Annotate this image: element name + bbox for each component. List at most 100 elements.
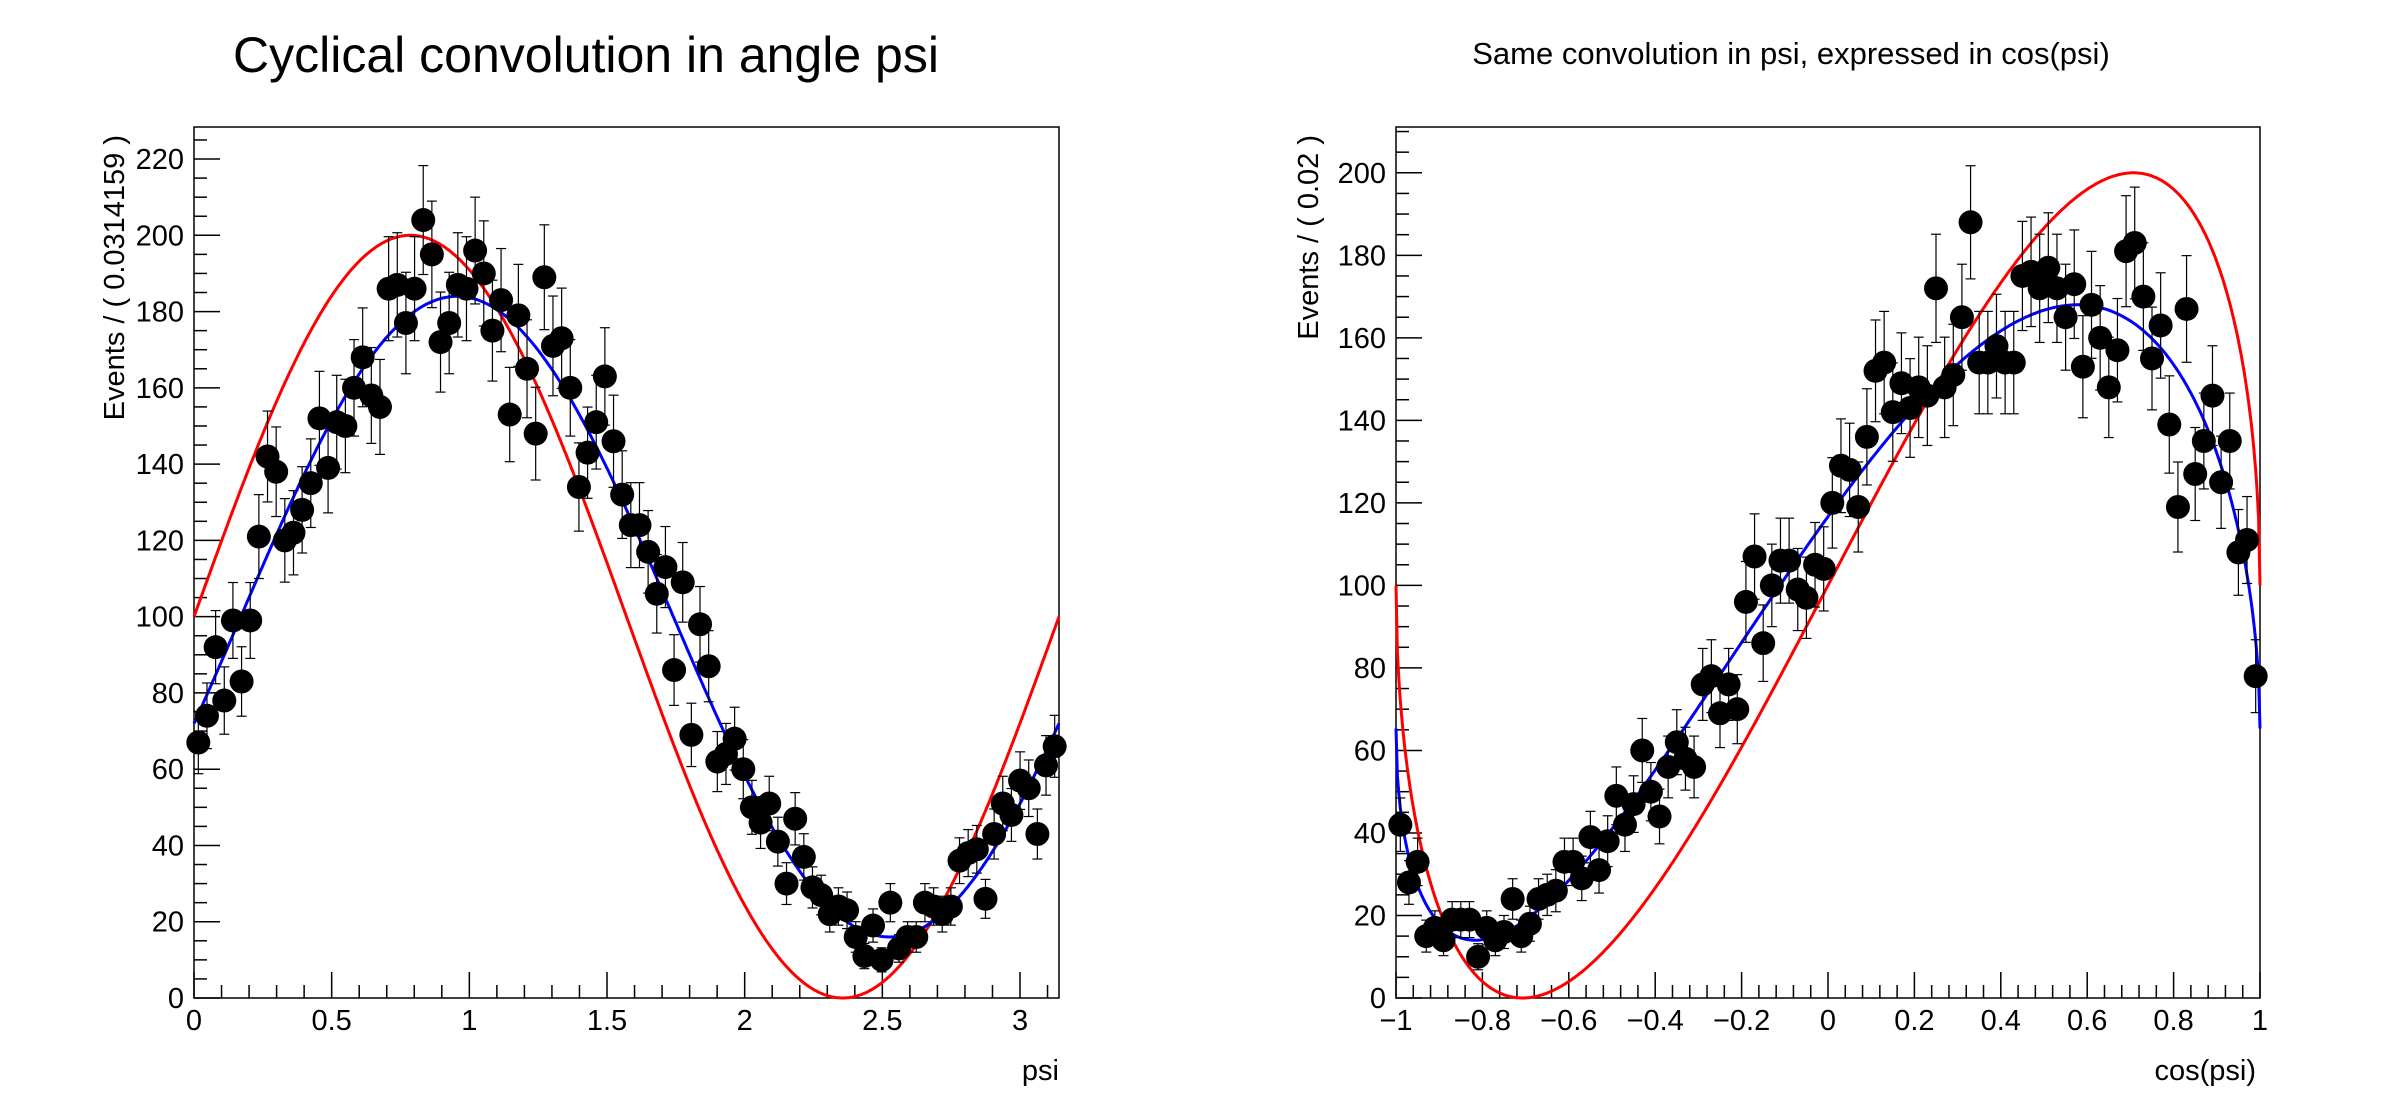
data-marker bbox=[1742, 544, 1767, 569]
data-marker bbox=[220, 608, 245, 633]
data-marker bbox=[2157, 412, 2182, 437]
data-marker bbox=[679, 722, 704, 747]
right-chart-panel: Same convolution in psi, expressed in co… bbox=[1293, 36, 2268, 1087]
left-y-tick-label: 20 bbox=[152, 907, 184, 939]
left-data-point bbox=[506, 263, 531, 368]
data-marker bbox=[861, 913, 886, 938]
right-data-point bbox=[2148, 272, 2173, 379]
data-marker bbox=[1854, 424, 1879, 449]
data-marker bbox=[480, 318, 505, 343]
data-marker bbox=[1949, 305, 1974, 330]
data-marker bbox=[1898, 395, 1923, 420]
left-y-tick-label: 160 bbox=[136, 373, 184, 405]
data-marker bbox=[2217, 428, 2242, 453]
right-x-tick-label: 1 bbox=[2252, 1005, 2268, 1037]
data-marker bbox=[428, 330, 453, 355]
left-chart-panel: Cyclical convolution in angle psi psi Ev… bbox=[99, 27, 1067, 1087]
left-data-point bbox=[402, 236, 427, 342]
data-marker bbox=[402, 276, 427, 301]
right-y-tick-label: 0 bbox=[1370, 983, 1386, 1015]
data-marker bbox=[1630, 738, 1655, 763]
right-y-tick-label: 120 bbox=[1338, 488, 1386, 520]
right-data-point bbox=[1846, 461, 1871, 553]
left-data-point bbox=[662, 634, 687, 707]
right-x-tick-label: 0.8 bbox=[2153, 1005, 2193, 1037]
left-x-tick-label: 0 bbox=[186, 1005, 202, 1037]
left-x-tick-label: 1 bbox=[461, 1005, 477, 1037]
data-marker bbox=[696, 654, 721, 679]
data-marker bbox=[497, 402, 522, 427]
left-y-axis-label: Events / ( 0.0314159 ) bbox=[99, 135, 131, 420]
data-marker bbox=[982, 822, 1007, 847]
left-data-point bbox=[938, 887, 963, 926]
right-x-tick-label: 0.6 bbox=[2067, 1005, 2107, 1037]
left-y-tick-label: 0 bbox=[168, 983, 184, 1015]
right-data-point bbox=[2027, 233, 2052, 344]
data-marker bbox=[437, 311, 462, 336]
data-marker bbox=[2209, 470, 2234, 495]
data-marker bbox=[1958, 210, 1983, 235]
right-y-tick-label: 40 bbox=[1354, 818, 1386, 850]
left-data-point bbox=[696, 630, 721, 703]
data-marker bbox=[1042, 734, 1067, 759]
data-marker bbox=[938, 894, 963, 919]
data-marker bbox=[471, 261, 496, 286]
data-marker bbox=[869, 947, 894, 972]
data-marker bbox=[1811, 556, 1836, 581]
data-marker bbox=[575, 440, 600, 465]
left-data-point bbox=[982, 808, 1007, 860]
data-marker bbox=[1924, 276, 1948, 301]
right-chart-title: Same convolution in psi, expressed in co… bbox=[1472, 36, 2110, 71]
left-data-point bbox=[878, 882, 903, 923]
right-data-point bbox=[2157, 375, 2182, 474]
data-marker bbox=[601, 429, 626, 454]
right-data-point bbox=[1794, 556, 1819, 640]
data-marker bbox=[1500, 886, 1525, 911]
left-data-point bbox=[298, 438, 323, 529]
left-data-point bbox=[419, 200, 444, 309]
right-x-tick-label: 0.2 bbox=[1894, 1005, 1934, 1037]
left-y-tick-label: 140 bbox=[136, 449, 184, 481]
left-y-tick-label: 200 bbox=[136, 220, 184, 252]
data-marker bbox=[1025, 822, 1050, 847]
left-data-point bbox=[757, 775, 782, 832]
right-y-tick-label: 160 bbox=[1338, 323, 1386, 355]
right-y-axis-label: Events / ( 0.02 ) bbox=[1293, 135, 1325, 340]
data-marker bbox=[2122, 230, 2147, 255]
left-data-point bbox=[653, 525, 678, 609]
right-x-axis-label: cos(psi) bbox=[2154, 1055, 2256, 1087]
left-data-point bbox=[601, 394, 626, 488]
data-marker bbox=[566, 474, 591, 499]
data-marker bbox=[757, 791, 782, 816]
data-marker bbox=[333, 413, 358, 438]
left-data-point bbox=[1025, 808, 1050, 860]
data-marker bbox=[1820, 490, 1845, 515]
right-data-point bbox=[1388, 797, 1413, 853]
data-marker bbox=[1682, 754, 1707, 779]
right-data-point bbox=[1725, 674, 1750, 745]
left-data-point bbox=[722, 706, 747, 771]
data-marker bbox=[748, 810, 773, 835]
right-x-tick-label: −0.2 bbox=[1713, 1005, 1770, 1037]
right-data-point bbox=[2174, 255, 2199, 363]
data-marker bbox=[2191, 428, 2216, 453]
left-x-axis-label: psi bbox=[1022, 1055, 1059, 1087]
right-data-point bbox=[2105, 297, 2130, 403]
data-marker bbox=[454, 276, 479, 301]
left-x-tick-label: 0.5 bbox=[312, 1005, 352, 1037]
data-marker bbox=[2235, 528, 2260, 553]
data-marker bbox=[1725, 697, 1750, 722]
data-marker bbox=[1638, 779, 1663, 804]
left-data-point bbox=[471, 220, 496, 327]
data-marker bbox=[964, 837, 989, 862]
data-marker bbox=[2036, 255, 2061, 280]
data-marker bbox=[532, 265, 557, 290]
data-marker bbox=[722, 726, 747, 751]
data-marker bbox=[973, 886, 998, 911]
left-data-point bbox=[203, 609, 228, 685]
data-marker bbox=[2165, 495, 2190, 520]
data-marker bbox=[1396, 870, 1421, 895]
left-data-point bbox=[861, 908, 886, 943]
data-marker bbox=[1612, 812, 1637, 837]
data-marker bbox=[246, 524, 271, 549]
